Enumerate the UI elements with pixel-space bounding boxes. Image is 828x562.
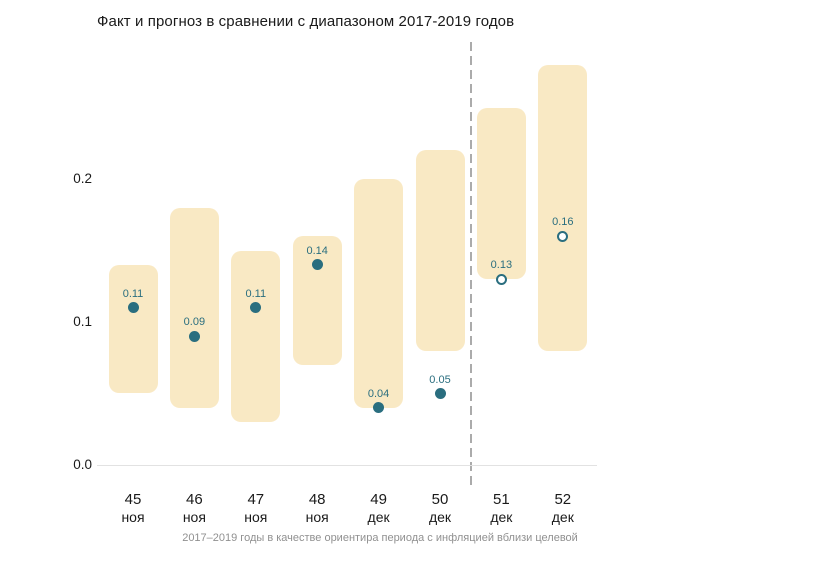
x-tick: 46 ноя xyxy=(159,491,229,526)
forecast-dot xyxy=(495,273,507,285)
x-tick-month-label: ноя xyxy=(305,509,329,525)
range-band xyxy=(292,236,342,365)
x-tick-week-label: 49 xyxy=(370,491,387,508)
range-band xyxy=(354,179,404,408)
point-value-label: 0.05 xyxy=(429,373,451,386)
zero-baseline xyxy=(97,465,597,466)
range-band xyxy=(169,207,219,408)
chart-caption: 2017–2019 годы в качестве ориентира пери… xyxy=(182,532,578,544)
point-value-label: 0.16 xyxy=(552,216,574,229)
point-value-label: 0.14 xyxy=(306,244,328,257)
x-tick: 45 ноя xyxy=(98,491,168,526)
fact-dot xyxy=(127,302,139,314)
x-tick-week-label: 48 xyxy=(308,491,326,508)
y-tick-label: 0.1 xyxy=(73,314,92,329)
x-tick-month-label: ноя xyxy=(182,509,206,525)
x-tick-month-label: ноя xyxy=(121,509,145,525)
x-tick: 49 дек xyxy=(344,491,414,526)
range-band xyxy=(476,107,526,280)
range-band xyxy=(538,64,588,351)
x-tick: 48 ноя xyxy=(282,491,352,526)
x-tick-week-label: 51 xyxy=(493,491,510,508)
point-value-label: 0.09 xyxy=(183,316,206,329)
x-tick: 50 дек xyxy=(405,491,475,526)
x-tick-week-label: 47 xyxy=(247,491,265,508)
x-tick: 52 дек xyxy=(528,491,598,526)
x-tick: 51 дек xyxy=(466,491,536,526)
forecast-dot xyxy=(557,230,569,242)
x-tick-month-label: дек xyxy=(490,509,513,525)
x-tick-month-label: дек xyxy=(551,509,574,525)
fact-dot xyxy=(250,302,262,314)
x-tick-week-label: 50 xyxy=(431,491,449,508)
fact-dot xyxy=(373,402,385,414)
range-band xyxy=(231,250,281,423)
y-tick-label: 0.2 xyxy=(73,171,92,186)
point-value-label: 0.11 xyxy=(245,287,267,300)
x-tick: 47 ноя xyxy=(221,491,291,526)
fact-dot xyxy=(311,259,323,271)
point-value-label: 0.13 xyxy=(490,259,513,272)
x-tick-week-label: 46 xyxy=(186,491,203,508)
point-value-label: 0.11 xyxy=(122,287,144,300)
fact-dot xyxy=(188,330,200,342)
y-tick-label: 0.0 xyxy=(73,457,92,472)
fact-dot xyxy=(434,388,446,399)
x-tick-week-label: 45 xyxy=(124,491,142,508)
chart-title: Факт и прогноз в сравнении с диапазоном … xyxy=(97,13,515,30)
x-tick-month-label: ноя xyxy=(244,509,268,525)
x-tick-month-label: дек xyxy=(428,509,452,525)
range-band xyxy=(108,264,158,394)
point-value-label: 0.04 xyxy=(367,387,390,400)
range-band xyxy=(415,150,465,351)
x-tick-month-label: дек xyxy=(367,509,390,525)
x-tick-week-label: 52 xyxy=(554,491,572,508)
fact-forecast-divider-line xyxy=(469,42,472,488)
